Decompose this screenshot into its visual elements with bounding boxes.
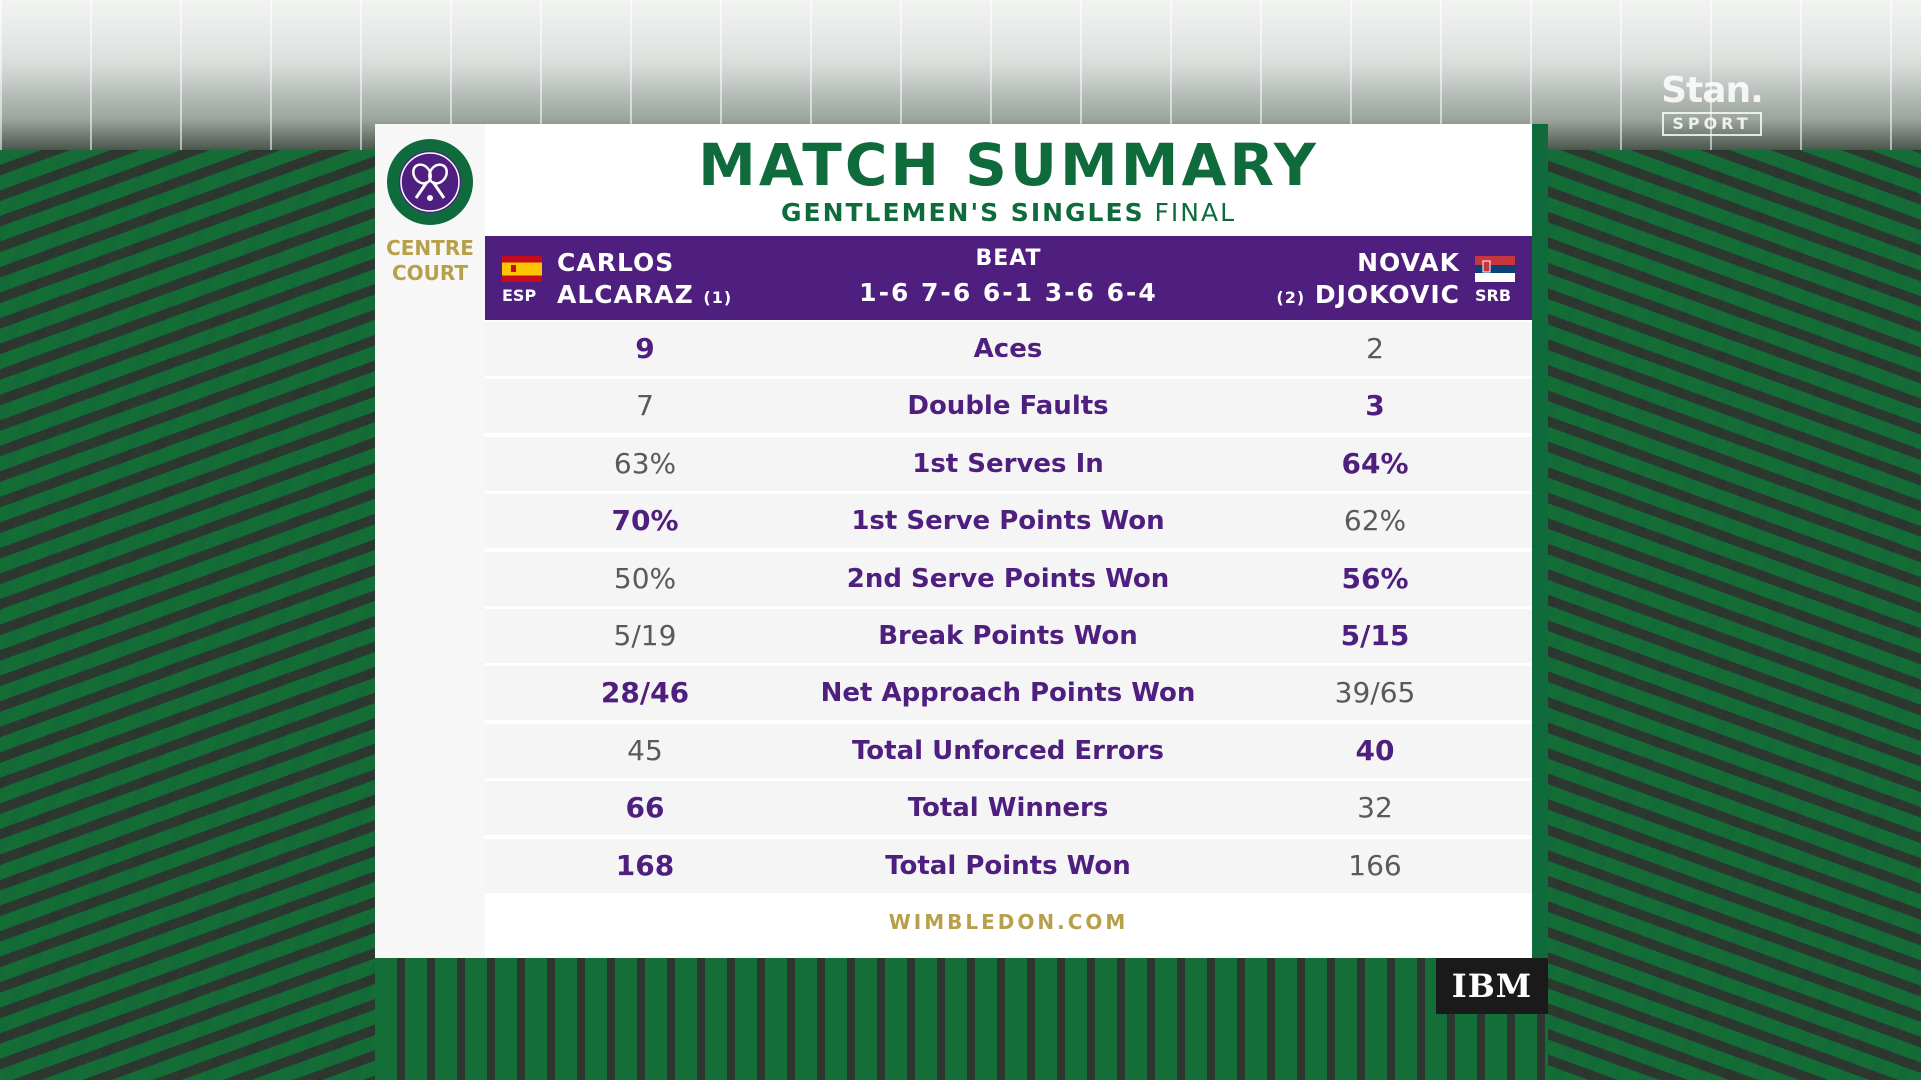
stat-row-break-points-won: 5/19 Break Points Won 5/15 xyxy=(485,608,1532,663)
serbia-flag-icon xyxy=(1475,256,1515,282)
player2-value: 5/15 xyxy=(1340,618,1410,652)
stat-row-second-serve-points-won: 50% 2nd Serve Points Won 56% xyxy=(485,551,1532,606)
player1-value: 66 xyxy=(625,791,665,825)
stat-row-total-unforced-errors: 45 Total Unforced Errors 40 xyxy=(485,723,1532,778)
stats-table: 9 Aces 2 7 Double Faults 3 63% 1st Serve… xyxy=(485,322,1532,896)
player1-surname: ALCARAZ xyxy=(557,280,694,309)
stat-label: Net Approach Points Won xyxy=(820,678,1196,709)
player2-value: 56% xyxy=(1341,561,1409,595)
broadcaster-sub: SPORT xyxy=(1662,112,1762,136)
spain-flag-icon xyxy=(502,256,542,282)
player2-surname: DJOKOVIC xyxy=(1314,280,1460,309)
player1-value: 45 xyxy=(627,733,663,767)
player1-value: 63% xyxy=(613,446,677,480)
stat-row-aces: 9 Aces 2 xyxy=(485,322,1532,376)
player2-value: 2 xyxy=(1366,332,1384,365)
footer-website: WIMBLEDON.COM xyxy=(888,910,1129,934)
player1-value: 168 xyxy=(615,848,675,882)
stat-label: Break Points Won xyxy=(878,620,1138,651)
stat-label: Total Unforced Errors xyxy=(852,735,1164,766)
player2-first-name: NOVAK xyxy=(1357,248,1460,277)
stat-label: 1st Serves In xyxy=(912,448,1104,479)
player2-value: 40 xyxy=(1355,733,1395,767)
stat-row-first-serves-in: 63% 1st Serves In 64% xyxy=(485,436,1532,491)
venue-line1: CENTRE xyxy=(386,236,474,260)
result-verb: BEAT xyxy=(975,246,1042,271)
stat-row-net-approach-points-won: 28/46 Net Approach Points Won 39/65 xyxy=(485,666,1532,721)
stat-row-double-faults: 7 Double Faults 3 xyxy=(485,379,1532,434)
venue-label: CENTRE COURT xyxy=(375,236,485,286)
event-round: FINAL xyxy=(1154,198,1237,227)
wimbledon-logo-icon xyxy=(387,139,473,225)
player1-first-name: CARLOS xyxy=(557,248,675,277)
panel-sidebar xyxy=(375,124,485,958)
player1-last-name: ALCARAZ (1) xyxy=(557,280,732,309)
broadcaster-name: Stan. xyxy=(1661,70,1764,111)
right-stand xyxy=(1548,150,1921,1080)
player1-value: 28/46 xyxy=(600,676,690,710)
player1-value: 5/19 xyxy=(613,618,677,652)
stat-row-total-winners: 66 Total Winners 32 xyxy=(485,781,1532,836)
player2-value: 3 xyxy=(1365,389,1385,423)
player2-country-code: SRB xyxy=(1475,286,1512,305)
player1-value: 50% xyxy=(613,561,677,595)
event-subtitle: GENTLEMEN'S SINGLES FINAL xyxy=(485,196,1532,230)
page-title: MATCH SUMMARY xyxy=(698,131,1319,199)
panel-accent-bar xyxy=(1532,124,1548,958)
player2-last-name: (2) DJOKOVIC xyxy=(1276,280,1460,309)
sponsor-logo: IBM xyxy=(1436,958,1548,1014)
stat-row-first-serve-points-won: 70% 1st Serve Points Won 62% xyxy=(485,494,1532,549)
player1-value: 7 xyxy=(636,389,654,423)
player2-seed: (2) xyxy=(1276,288,1306,307)
bottom-stand xyxy=(375,958,1548,1080)
stat-row-total-points-won: 168 Total Points Won 166 xyxy=(485,838,1532,893)
broadcaster-logo: Stan. SPORT xyxy=(1652,72,1772,142)
player1-value: 9 xyxy=(635,332,655,365)
player2-value: 64% xyxy=(1341,446,1409,480)
stat-label: Aces xyxy=(973,334,1043,364)
result-header: ESP CARLOS ALCARAZ (1) BEAT 1-6 7-6 6-1 … xyxy=(485,236,1532,320)
player1-seed: (1) xyxy=(703,288,733,307)
player2-value: 32 xyxy=(1357,791,1393,825)
player2-value: 62% xyxy=(1343,504,1407,538)
event-name: GENTLEMEN'S SINGLES xyxy=(780,198,1145,227)
stat-label: 2nd Serve Points Won xyxy=(846,563,1170,594)
match-score: 1-6 7-6 6-1 3-6 6-4 xyxy=(859,278,1158,307)
left-stand xyxy=(0,150,375,1080)
venue-line2: COURT xyxy=(391,261,469,285)
stat-label: Total Winners xyxy=(907,793,1109,824)
stat-label: Total Points Won xyxy=(885,850,1131,881)
player2-value: 166 xyxy=(1348,848,1402,882)
player1-value: 70% xyxy=(611,504,679,538)
stat-label: Double Faults xyxy=(907,391,1109,422)
stat-label: 1st Serve Points Won xyxy=(851,506,1165,537)
player1-country-code: ESP xyxy=(502,286,537,305)
player2-value: 39/65 xyxy=(1334,676,1416,710)
